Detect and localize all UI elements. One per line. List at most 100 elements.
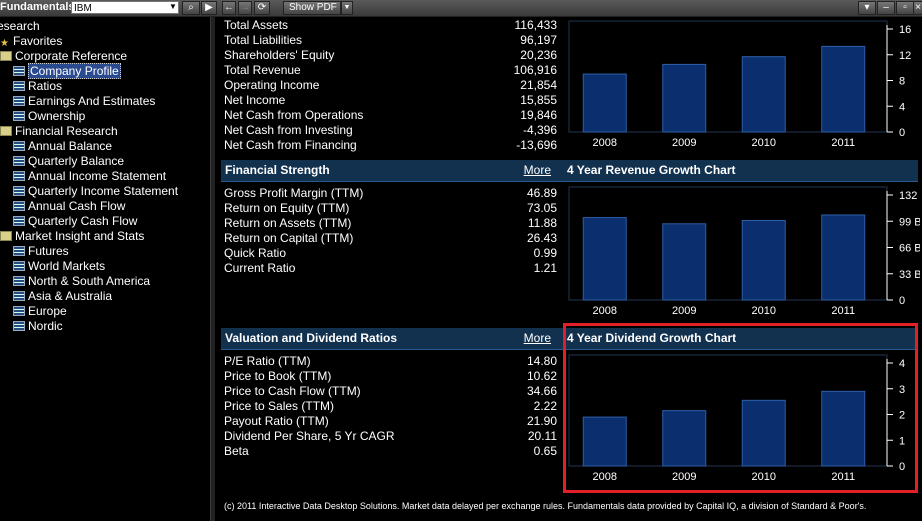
valuation-header: Valuation and Dividend Ratios More xyxy=(221,328,563,350)
row-label: Beta xyxy=(224,444,249,458)
y-tick-label: 4 xyxy=(899,101,905,113)
row-label: Price to Sales (TTM) xyxy=(224,399,335,413)
chevron-down-icon[interactable]: ▼ xyxy=(169,2,177,11)
sidebar-item[interactable]: ★ Favorites xyxy=(0,34,62,49)
row-label: Total Assets xyxy=(224,18,289,32)
play-icon[interactable]: ▶ xyxy=(201,1,217,15)
sidebar-splitter[interactable] xyxy=(210,17,215,521)
show-pdf-button[interactable]: Show PDF xyxy=(283,1,341,15)
row-label: Shareholders' Equity xyxy=(224,48,335,62)
valuation-more-link[interactable]: More xyxy=(523,331,551,345)
row-label: Total Liabilities xyxy=(224,33,303,47)
sidebar-item[interactable]: Ratios xyxy=(13,79,62,94)
y-tick-label: 0 xyxy=(899,461,905,473)
y-tick-label: 66 B xyxy=(899,243,920,255)
x-tick-label: 2010 xyxy=(752,305,776,317)
sidebar-item[interactable]: Earnings And Estimates xyxy=(13,94,155,109)
financial-strength-header: Financial Strength More xyxy=(221,160,563,182)
sidebar-item[interactable]: Nordic xyxy=(13,319,63,334)
bar xyxy=(582,416,627,467)
bar xyxy=(821,214,866,301)
sidebar-item[interactable]: esearch xyxy=(0,19,40,34)
x-tick-label: 2008 xyxy=(593,137,617,149)
symbol-input[interactable]: IBM xyxy=(71,1,179,14)
row-value: 96,197 xyxy=(520,33,557,47)
sidebar-item[interactable]: World Markets xyxy=(13,259,105,274)
sidebar-item[interactable]: Quarterly Cash Flow xyxy=(13,214,137,229)
sidebar-item-label: Annual Cash Flow xyxy=(28,199,126,213)
document-icon xyxy=(13,66,25,76)
x-tick-label: 2009 xyxy=(672,471,696,483)
row-label: Price to Cash Flow (TTM) xyxy=(224,384,361,398)
sidebar-item[interactable]: Annual Income Statement xyxy=(13,169,166,184)
row-value: 1.21 xyxy=(533,261,557,275)
toolbar: Fundamentals IBM ▼ ⌕ ▶ ← → ⟳ Show PDF ▼ … xyxy=(0,0,922,17)
minimize-icon[interactable]: – xyxy=(877,1,895,15)
document-icon xyxy=(13,81,25,91)
y-tick-label: 16 xyxy=(899,24,911,36)
sidebar-item-label: Ownership xyxy=(28,109,86,123)
sidebar-item[interactable]: Asia & Australia xyxy=(13,289,112,304)
row-label: Return on Capital (TTM) xyxy=(224,231,354,245)
sidebar-item[interactable]: Europe xyxy=(13,304,67,319)
sidebar-item[interactable]: Annual Balance xyxy=(13,139,112,154)
bar xyxy=(662,223,707,301)
sidebar-item[interactable]: Market Insight and Stats xyxy=(0,229,144,244)
financial-strength-title: Financial Strength xyxy=(225,163,330,177)
search-icon[interactable]: ⌕ xyxy=(182,1,200,15)
row-value: 15,855 xyxy=(520,93,557,107)
sidebar-item-label: North & South America xyxy=(28,274,151,288)
sidebar-item-label: Futures xyxy=(28,244,69,258)
folder-icon xyxy=(0,51,12,61)
menu-arrow-icon[interactable]: ▾ xyxy=(858,1,876,15)
y-tick-label: 132 B xyxy=(899,190,920,202)
x-tick-label: 2011 xyxy=(831,305,855,317)
sidebar-item[interactable]: Corporate Reference xyxy=(0,49,127,64)
show-pdf-dropdown-icon[interactable]: ▼ xyxy=(341,1,353,15)
sidebar-item[interactable]: Company Profile xyxy=(13,63,121,79)
sidebar-item[interactable]: Quarterly Balance xyxy=(13,154,124,169)
sidebar-item-label: Favorites xyxy=(13,34,63,48)
financial-strength-more-link[interactable]: More xyxy=(523,163,551,177)
y-tick-label: 8 xyxy=(899,76,905,88)
sidebar-item-label: Quarterly Balance xyxy=(28,154,125,168)
star-icon: ★ xyxy=(0,38,9,49)
x-tick-label: 2011 xyxy=(831,137,855,149)
row-label: Return on Assets (TTM) xyxy=(224,216,352,230)
x-tick-label: 2008 xyxy=(593,471,617,483)
refresh-icon[interactable]: ⟳ xyxy=(254,1,270,15)
sidebar-item[interactable]: North & South America xyxy=(13,274,150,289)
bar xyxy=(582,73,627,133)
sidebar-item[interactable]: Financial Research xyxy=(0,124,118,139)
row-value: 20,236 xyxy=(520,48,557,62)
folder-icon xyxy=(0,126,12,136)
row-label: Net Cash from Financing xyxy=(224,138,357,152)
document-icon xyxy=(13,96,25,106)
close-icon[interactable]: × xyxy=(913,1,922,15)
bar xyxy=(741,56,786,133)
sidebar-item[interactable]: Annual Cash Flow xyxy=(13,199,125,214)
row-label: Net Cash from Operations xyxy=(224,108,364,122)
sidebar-item-label: Earnings And Estimates xyxy=(28,94,156,108)
row-label: Current Ratio xyxy=(224,261,296,275)
forward-arrow-icon[interactable]: → xyxy=(238,1,252,15)
restore-icon[interactable]: ▫ xyxy=(896,1,914,15)
row-value: 21.90 xyxy=(526,414,557,428)
sidebar-item-label: Annual Income Statement xyxy=(28,169,167,183)
bar xyxy=(662,63,707,133)
row-value: 19,846 xyxy=(520,108,557,122)
sidebar-item[interactable]: Futures xyxy=(13,244,69,259)
row-value: 2.22 xyxy=(533,399,557,413)
y-tick-label: 4 xyxy=(899,358,905,370)
income-bar-chart: 0 4 8 12 16 2008 2009 2010 2011 xyxy=(568,20,911,149)
row-label: Payout Ratio (TTM) xyxy=(224,414,329,428)
row-value: 20.11 xyxy=(527,429,557,443)
sidebar-item[interactable]: Ownership xyxy=(13,109,85,124)
bar xyxy=(582,217,627,301)
sidebar-item[interactable]: Quarterly Income Statement xyxy=(13,184,178,199)
sidebar-item-label: Asia & Australia xyxy=(28,289,113,303)
back-arrow-icon[interactable]: ← xyxy=(222,1,236,15)
row-value: -4,396 xyxy=(522,123,557,137)
x-tick-label: 2011 xyxy=(831,471,855,483)
sidebar-item-label: Corporate Reference xyxy=(15,49,128,63)
